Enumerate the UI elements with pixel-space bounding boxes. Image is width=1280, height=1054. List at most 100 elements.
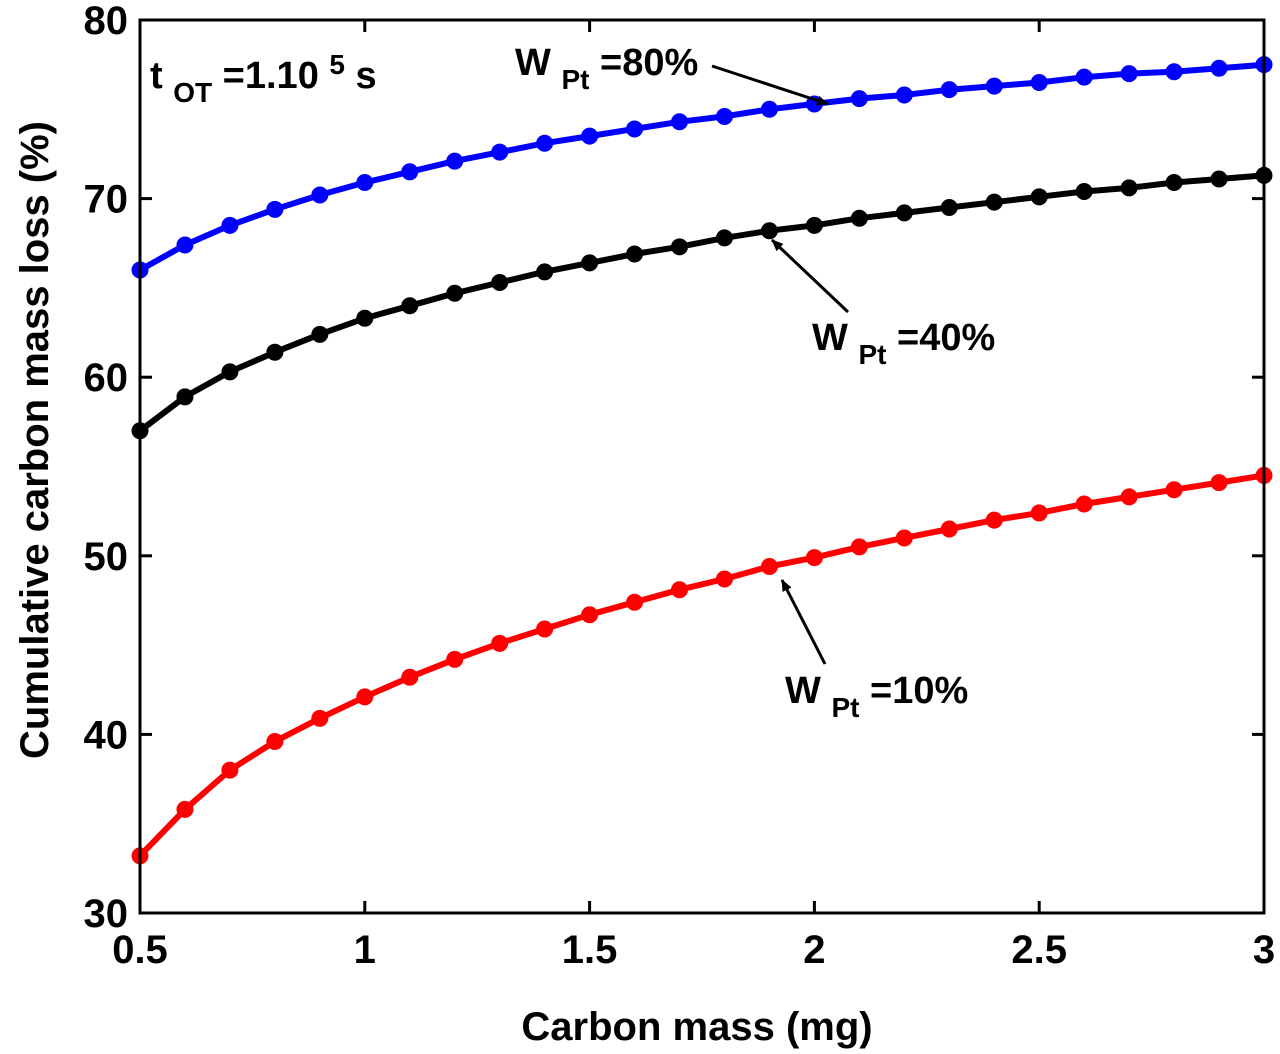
y-tick-label: 80 [84, 0, 129, 43]
annotation-time-sup: 5 [329, 49, 345, 80]
data-point [985, 511, 1003, 529]
data-point [266, 343, 284, 361]
data-point [805, 549, 823, 567]
data-point [1075, 68, 1093, 86]
data-point [491, 634, 509, 652]
x-tick-label: 2.5 [1011, 928, 1067, 972]
data-point [760, 100, 778, 118]
annotation-w10-sub: Pt [831, 692, 859, 723]
data-point [671, 113, 689, 131]
annotation-time-tail: s [356, 55, 377, 97]
series-1 [131, 166, 1273, 440]
annotation-w10: W Pt =10% [785, 670, 968, 726]
data-point [1120, 488, 1138, 506]
annotation-time: t OT =1.10 5 s [150, 41, 377, 111]
data-point [1120, 179, 1138, 197]
data-point [491, 143, 509, 161]
data-point [626, 593, 644, 611]
annotation-w40-base: W [812, 317, 848, 359]
y-tick-label: 50 [84, 535, 129, 579]
data-point [221, 216, 239, 234]
data-point [311, 186, 329, 204]
annotation-w10-base: W [785, 670, 821, 712]
data-point [715, 570, 733, 588]
data-point [581, 254, 599, 272]
data-point [1165, 174, 1183, 192]
data-point [940, 199, 958, 217]
data-point [176, 800, 194, 818]
data-point [1165, 481, 1183, 499]
data-point [176, 388, 194, 406]
data-point [266, 733, 284, 751]
data-point [1030, 74, 1048, 92]
annotation-w40-arrow [770, 238, 850, 314]
data-point [850, 90, 868, 108]
data-point [626, 245, 644, 263]
data-point [311, 709, 329, 727]
data-point [671, 238, 689, 256]
data-point [266, 200, 284, 218]
y-axis-title: Cumulative carbon mass loss (%) [13, 121, 57, 759]
ticks-layer: 0.5 1 1.5 2 2.5 3 30 40 50 60 70 80 [84, 0, 1276, 972]
data-point [1120, 65, 1138, 83]
y-tick-label: 40 [84, 713, 129, 757]
data-point [221, 363, 239, 381]
data-point [850, 538, 868, 556]
data-point [895, 204, 913, 222]
data-point [221, 761, 239, 779]
data-point [311, 325, 329, 343]
y-tick-label: 60 [84, 356, 129, 400]
data-point [895, 86, 913, 104]
data-point [715, 107, 733, 125]
series-line [137, 472, 1265, 858]
data-point [446, 152, 464, 170]
series-layer [131, 56, 1273, 865]
data-point [940, 81, 958, 99]
x-tick-label: 2 [803, 928, 825, 972]
data-point [985, 193, 1003, 211]
data-point [446, 284, 464, 302]
data-point [536, 263, 554, 281]
x-axis-title: Carbon mass (mg) [521, 1005, 872, 1049]
data-point [1210, 474, 1228, 492]
data-point [176, 236, 194, 254]
data-point [536, 620, 554, 638]
annotation-w80-arrow [711, 64, 829, 106]
data-point [581, 127, 599, 145]
data-point [446, 650, 464, 668]
annotation-time-base: t [150, 55, 163, 97]
data-point [760, 558, 778, 576]
annotation-w80-base: W [515, 42, 551, 84]
annotation-w80-tail: =80% [600, 42, 698, 84]
data-point [1075, 495, 1093, 513]
annotation-w10-arrow [780, 579, 827, 665]
annotation-w40-sub: Pt [858, 339, 886, 370]
series-2 [131, 466, 1273, 865]
data-point [1165, 63, 1183, 81]
data-point [1210, 59, 1228, 77]
data-point [356, 688, 374, 706]
y-tick-label: 30 [84, 892, 129, 936]
data-point [536, 134, 554, 152]
data-point [1210, 170, 1228, 188]
data-point [895, 529, 913, 547]
x-tick-label: 0.5 [112, 928, 168, 972]
data-point [805, 216, 823, 234]
data-point [356, 309, 374, 327]
data-point [401, 668, 419, 686]
data-point [850, 209, 868, 227]
annotation-w40-tail: =40% [897, 317, 995, 359]
data-point [1030, 504, 1048, 522]
data-point [760, 222, 778, 240]
data-point [671, 581, 689, 599]
data-point [1030, 188, 1048, 206]
data-point [401, 163, 419, 181]
data-point [581, 606, 599, 624]
x-tick-label: 1 [354, 928, 376, 972]
data-point [626, 120, 644, 138]
plot-area-frame [138, 18, 1266, 915]
data-point [491, 274, 509, 292]
annotation-time-mid: =1.10 [223, 55, 319, 97]
annotation-w80-sub: Pt [561, 64, 589, 95]
